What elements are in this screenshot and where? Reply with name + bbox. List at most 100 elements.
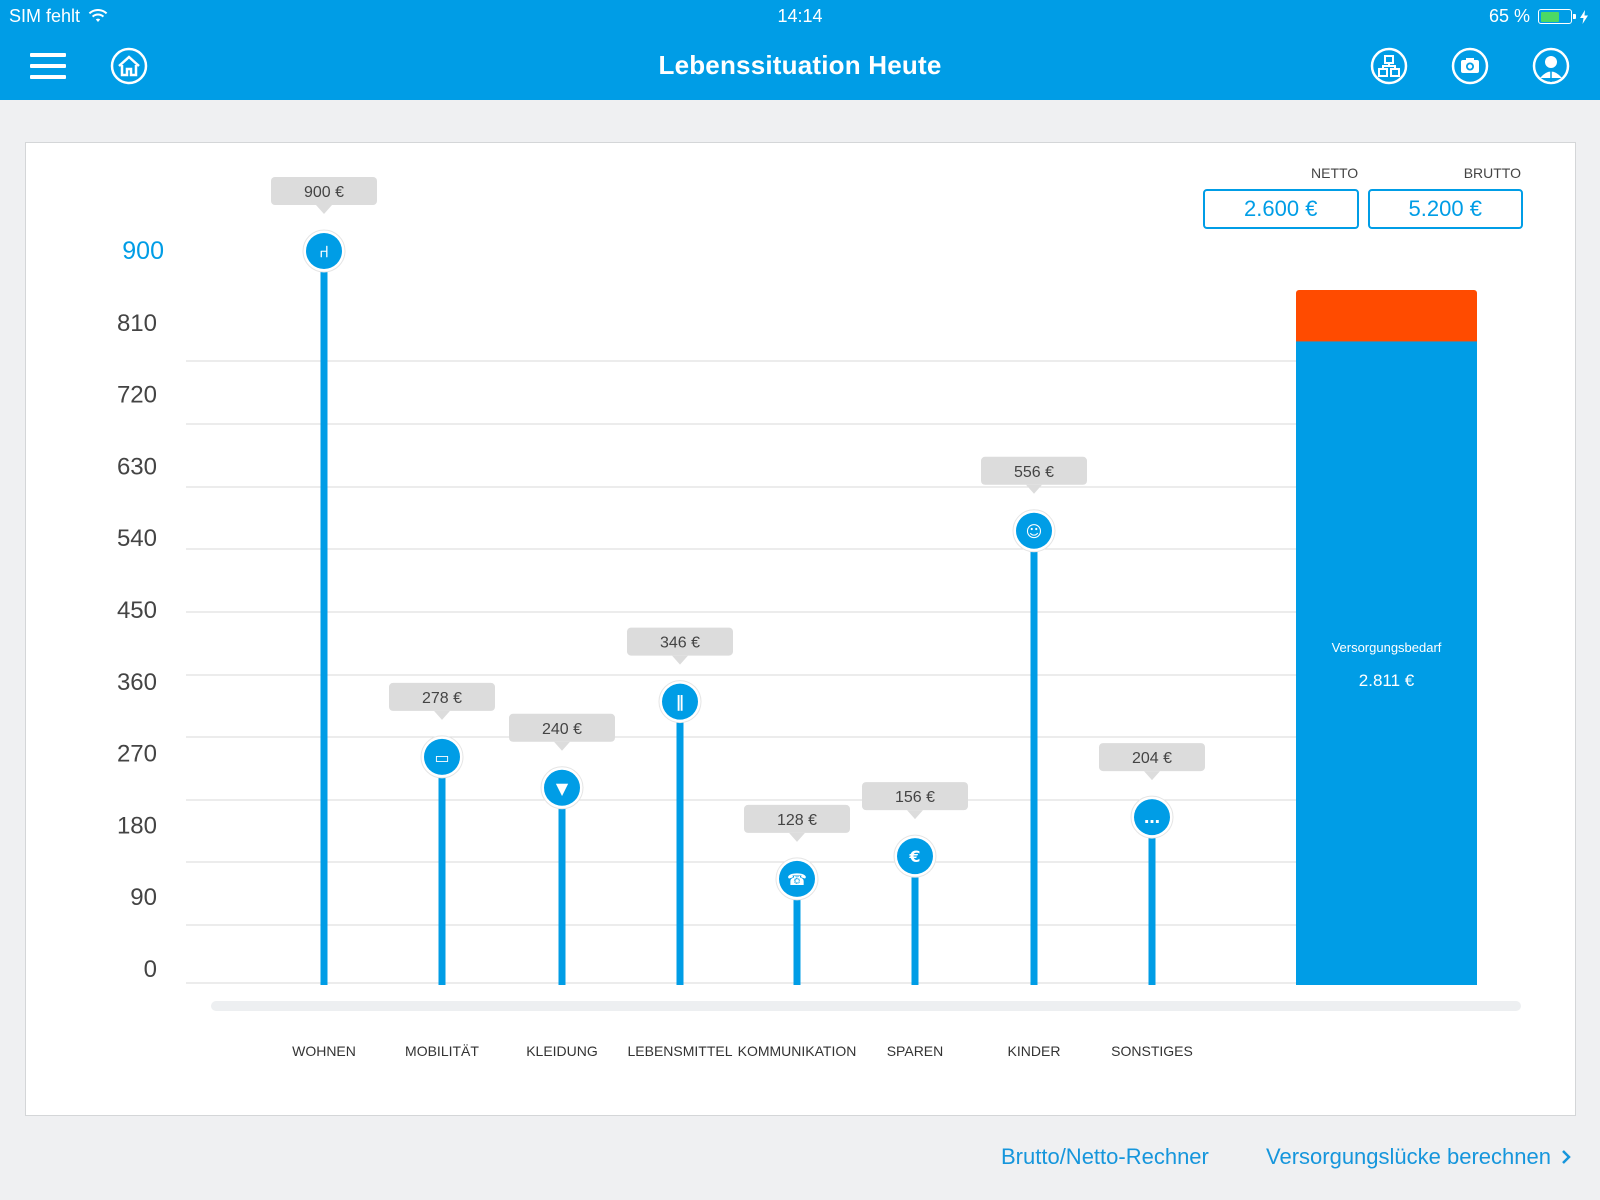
profile-icon (1532, 47, 1570, 85)
home-button[interactable] (107, 44, 151, 88)
y-tick-label: 90 (130, 884, 157, 911)
category-label: LEBENSMITTEL (627, 1043, 732, 1059)
value-label: 128 € (777, 812, 817, 829)
bar-sparen (911, 856, 919, 985)
category-label: SPAREN (887, 1043, 944, 1059)
car-icon (424, 738, 460, 775)
brutto-income-field[interactable]: 5.200 € (1367, 189, 1523, 229)
value-bubble-pointer (672, 655, 688, 665)
car-icon-glyph: ▭ (434, 748, 449, 767)
category-label: WOHNEN (292, 1043, 356, 1059)
bar-sonstiges (1148, 817, 1156, 985)
profile-button[interactable] (1529, 44, 1573, 88)
bar-wohnen (320, 251, 328, 985)
value-bubble (627, 627, 733, 656)
value-label: 556 € (1014, 464, 1054, 481)
category-label: KINDER (1008, 1043, 1061, 1059)
brutto-netto-calculator-link[interactable]: Brutto/Netto-Rechner (1001, 1144, 1209, 1169)
home-icon (110, 47, 148, 85)
y-tick-label: 630 (117, 453, 157, 480)
value-bubble (1099, 743, 1205, 772)
y-tick-label: 0 (144, 956, 157, 983)
y-tick-label: 360 (117, 669, 157, 696)
y-tick-label: 900 (122, 237, 164, 265)
income-totals: NETTO BRUTTO 2.600 € 5.200 € (1203, 165, 1523, 229)
value-label: 240 € (542, 721, 582, 738)
value-bubble (744, 804, 850, 833)
status-time: 14:14 (777, 6, 823, 26)
menu-button[interactable] (26, 44, 70, 88)
netto-label: NETTO (1311, 165, 1359, 181)
camera-button[interactable] (1448, 44, 1492, 88)
bar-lebensmittel (676, 701, 684, 985)
teddy-bear-icon-glyph: ☺ (1026, 522, 1043, 541)
netto-income-field[interactable]: 2.600 € (1203, 189, 1359, 229)
value-bubble (271, 177, 377, 205)
category-label: MOBILITÄT (405, 1043, 479, 1059)
value-label: 156 € (895, 789, 935, 806)
chevron-right-icon (1562, 1150, 1571, 1164)
calculate-gap-link[interactable]: Versorgungslücke berechnen (1266, 1144, 1571, 1170)
value-bubble (509, 713, 615, 742)
charging-icon (1580, 9, 1588, 24)
bar-kinder (1030, 530, 1038, 985)
phone-icon (779, 860, 815, 897)
value-bubble (862, 782, 968, 811)
camera-icon (1451, 47, 1489, 85)
value-bubble-pointer (316, 205, 332, 214)
bar-mobilität (438, 756, 446, 985)
category-label: KLEIDUNG (526, 1043, 598, 1059)
value-label: 900 € (304, 184, 344, 201)
chart-panel: 900 810 720 630 540 450 360 270 180 90 0 ⑁ 900 € WOHN… (25, 142, 1576, 1116)
y-tick-label: 450 (117, 597, 157, 624)
coins-icon-glyph: € (908, 847, 920, 866)
chart-baseline-shelf (211, 1001, 1521, 1011)
y-tick-label: 270 (117, 741, 157, 768)
bar-kleidung (558, 787, 566, 985)
teddy-bear-icon (1016, 512, 1052, 549)
chair-icon-glyph: ⑁ (319, 242, 329, 261)
status-bar: SIM fehlt 14:14 65 % (0, 0, 1600, 32)
value-bubble-pointer (434, 710, 450, 720)
phone-icon-glyph: ☎ (787, 870, 807, 889)
y-tick-label: 180 (117, 812, 157, 839)
value-bubble (981, 456, 1087, 485)
menu-icon (30, 53, 66, 79)
navigation-bar: Lebenssituation Heute (0, 32, 1600, 100)
value-bubble-pointer (1144, 771, 1160, 781)
tshirt-icon (544, 769, 580, 806)
value-label: 278 € (422, 690, 462, 707)
network-icon (1370, 47, 1408, 85)
bar-kommunikation (793, 878, 801, 985)
category-label: SONSTIGES (1111, 1043, 1193, 1059)
value-bubble (389, 682, 495, 711)
value-label: 346 € (660, 635, 700, 652)
value-bubble-pointer (554, 741, 570, 751)
page-title: Lebenssituation Heute (658, 50, 942, 80)
requirement-value: 2.811 € (1359, 671, 1415, 690)
brutto-label: BRUTTO (1463, 165, 1521, 181)
y-tick-label: 540 (117, 525, 157, 552)
value-bubble-pointer (907, 810, 923, 820)
battery-icon (1538, 9, 1576, 24)
coverage-gap-bar (1296, 290, 1477, 346)
calculate-gap-label: Versorgungslücke berechnen (1266, 1144, 1551, 1169)
battery-text: 65 % (1488, 6, 1530, 26)
y-tick-label: 810 (117, 310, 157, 337)
cutlery-icon-glyph: ∥ (676, 693, 684, 712)
chair-icon (306, 233, 342, 269)
carrier-text: SIM fehlt (9, 6, 81, 26)
requirement-label: Versorgungsbedarf (1332, 640, 1442, 655)
more-icon (1134, 799, 1170, 836)
wifi-icon (88, 9, 108, 22)
y-tick-label: 720 (117, 382, 157, 409)
value-bubble-pointer (1026, 484, 1042, 494)
value-label: 204 € (1132, 750, 1172, 767)
category-label: KOMMUNIKATION (738, 1043, 857, 1059)
requirement-bar (1296, 341, 1477, 985)
coins-icon (897, 838, 933, 875)
network-button[interactable] (1367, 44, 1411, 88)
cutlery-icon (662, 683, 698, 720)
more-icon-glyph: … (1144, 808, 1160, 827)
